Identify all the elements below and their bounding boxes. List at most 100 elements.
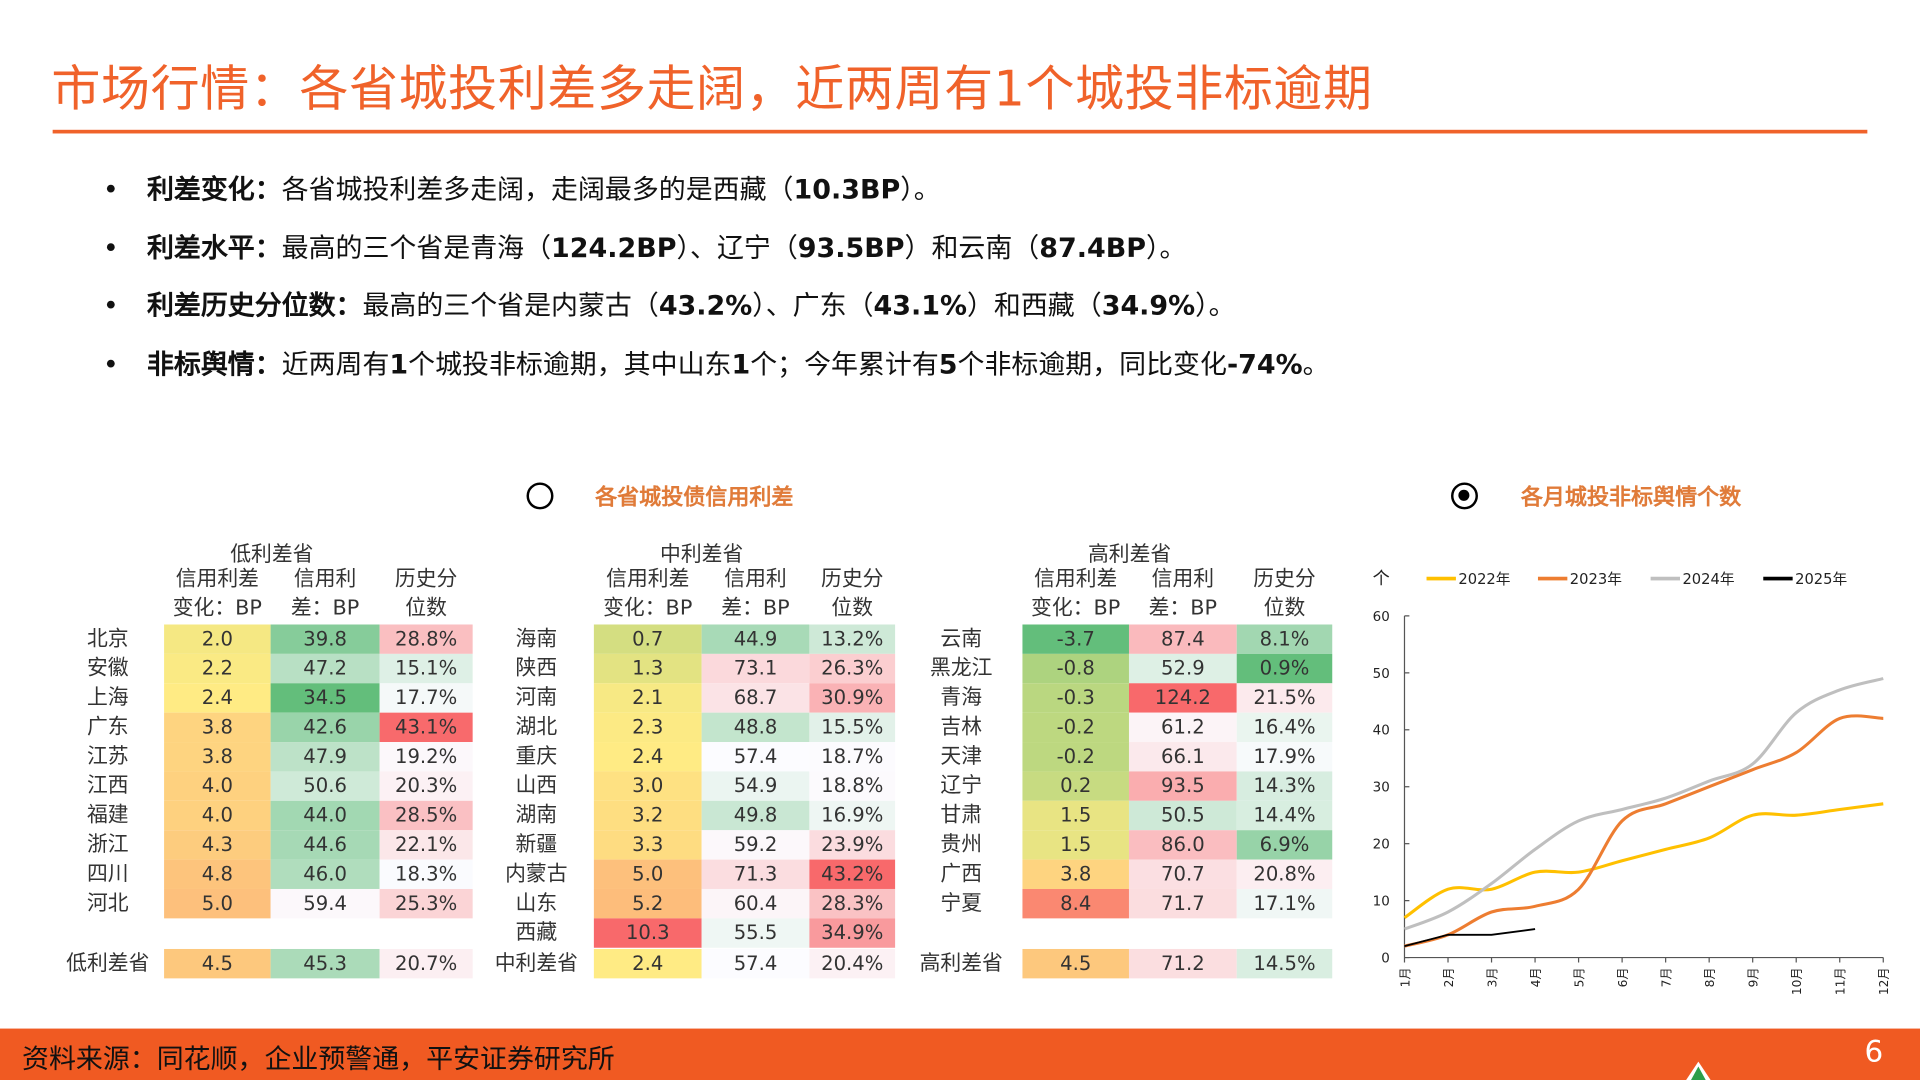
bullet-text: 。 <box>1302 350 1330 381</box>
column-header-line: 变化：BP <box>172 596 262 621</box>
spread-cell: 55.5 <box>701 918 810 948</box>
spread-change-cell: 4.5 <box>1022 948 1129 979</box>
province-name: 福建 <box>86 803 129 828</box>
x-tick-label: 1月 <box>1398 967 1412 987</box>
percentile-cell: 21.5% <box>1236 683 1333 713</box>
spread-change-cell: 10.3 <box>593 918 702 948</box>
spread-change-cell: -0.2 <box>1022 712 1129 743</box>
bullet-dot: • <box>102 350 119 381</box>
spread-cell: 60.4 <box>701 888 810 919</box>
y-tick-label: 30 <box>1373 781 1390 796</box>
province-name: 天津 <box>940 744 983 769</box>
province-name: 西藏 <box>515 920 558 946</box>
x-tick-label: 3月 <box>1485 967 1499 987</box>
series-line-2022年 <box>1403 802 1884 919</box>
spread-cell: 87.4 <box>1128 624 1237 654</box>
series-line-2024年 <box>1403 677 1884 931</box>
page-title: 市场行情：各省城投利差多走阔，近两周有1个城投非标逾期 <box>51 61 1373 118</box>
province-name: 贵州 <box>940 832 983 858</box>
series-line-2023年 <box>1404 714 1884 948</box>
percentile-cell: 8.1% <box>1236 624 1333 654</box>
column-header-line: 信用利差 <box>175 566 259 592</box>
radio-nonstandard-chart[interactable] <box>1451 482 1478 510</box>
bullet-dot: • <box>102 233 119 265</box>
y-tick-label: 60 <box>1373 610 1390 625</box>
spread-cell: 70.7 <box>1128 859 1237 889</box>
province-name: 广东 <box>86 715 129 740</box>
legend-swatch <box>1537 576 1568 581</box>
bullet-item: • 利差历史分位数：最高的三个省是内蒙古（43.2%）、广东（43.1%）和西藏（… <box>103 284 1236 323</box>
column-header: 信用利差 变化：BP <box>1022 564 1129 623</box>
spread-cell: 124.2 <box>1128 683 1237 713</box>
logo-icon <box>1686 1061 1711 1080</box>
province-name: 山西 <box>515 773 558 799</box>
percentile-cell: 43.2% <box>809 859 896 889</box>
x-tick-label: 7月 <box>1660 967 1674 987</box>
footer-bar: 资料来源：同花顺，企业预警通，平安证券研究所 6 <box>0 1028 1920 1080</box>
province-name: 广西 <box>940 862 983 887</box>
percentile-cell: 25.3% <box>379 888 473 919</box>
province-name: 河南 <box>515 685 558 711</box>
percentile-cell: 20.7% <box>379 948 473 979</box>
percentile-cell: 28.5% <box>379 800 473 831</box>
spread-cell: 61.2 <box>1128 712 1237 743</box>
province-name: 新疆 <box>515 832 558 858</box>
column-header-line: 信用利差 <box>1034 566 1118 592</box>
column-header: 历史分 位数 <box>809 564 895 623</box>
y-tick-label: 20 <box>1373 838 1390 853</box>
spread-cell: 71.7 <box>1128 888 1237 919</box>
spread-change-cell: 2.4 <box>164 683 271 713</box>
spread-change-cell: 1.5 <box>1022 800 1129 831</box>
spread-change-cell: 5.0 <box>593 859 702 889</box>
column-header-line: 历史分 <box>1253 566 1316 592</box>
percentile-cell: 28.8% <box>379 624 473 654</box>
bullet-bold-text: -74% <box>1226 350 1303 381</box>
percentile-cell: 34.9% <box>809 918 896 948</box>
radio-spread-table[interactable] <box>526 482 554 510</box>
province-name: 四川 <box>86 862 129 887</box>
bullet-text: 最高的三个省是青海（ <box>281 233 552 265</box>
bullet-item: • 利差水平：最高的三个省是青海（124.2BP）、辽宁（93.5BP）和云南（8… <box>103 227 1187 266</box>
spread-cell: 71.2 <box>1128 948 1237 979</box>
x-tick-label: 2月 <box>1442 967 1456 987</box>
bullet-bold-text: 43.2% <box>658 291 753 323</box>
bullet-bold-text: 利差水平： <box>146 233 282 265</box>
y-tick-label: 10 <box>1373 895 1390 910</box>
percentile-cell: 19.2% <box>379 742 473 772</box>
series-line-2025年 <box>1404 928 1536 948</box>
bullet-text: ）。 <box>1146 233 1187 265</box>
column-header-line: 变化：BP <box>603 596 693 621</box>
x-tick-label: 9月 <box>1747 967 1761 987</box>
percentile-cell: 30.9% <box>809 683 896 713</box>
bullet-text: ）和西藏（ <box>966 291 1102 323</box>
column-header-line: 信用利 <box>724 566 787 592</box>
bullet-text: 个；今年累计有 <box>750 350 939 381</box>
bullet-bold-text: 利差历史分位数： <box>146 291 363 323</box>
bullet-bold-text: 93.5BP <box>797 233 905 265</box>
column-header: 历史分 位数 <box>1237 564 1333 623</box>
bullet-bold-text: 43.1% <box>873 291 967 323</box>
province-name: 河北 <box>86 891 129 916</box>
column-header: 信用利 差：BP <box>271 564 380 623</box>
province-name: 安徽 <box>86 656 129 681</box>
spread-cell: 57.4 <box>701 742 810 772</box>
summary-label: 低利差省 <box>66 951 150 976</box>
bullet-bold-text: 1 <box>389 350 409 381</box>
spread-cell: 54.9 <box>701 771 810 801</box>
spread-cell: 46.0 <box>270 859 380 889</box>
percentile-cell: 17.7% <box>379 683 473 713</box>
spread-cell: 59.2 <box>701 830 810 860</box>
spread-change-cell: 3.8 <box>164 742 271 772</box>
column-header-line: 差：BP <box>1148 596 1218 621</box>
legend-item: 2025年 <box>1763 568 1847 589</box>
spread-cell: 71.3 <box>701 859 810 889</box>
spread-change-cell: 5.0 <box>164 888 271 919</box>
province-name: 北京 <box>86 626 129 652</box>
percentile-cell: 16.9% <box>809 800 896 831</box>
spread-cell: 52.9 <box>1128 653 1237 684</box>
spread-change-cell: 2.4 <box>593 948 702 979</box>
x-tick-label: 11月 <box>1834 967 1848 995</box>
province-name: 宁夏 <box>940 891 983 916</box>
column-header: 历史分 位数 <box>380 564 473 623</box>
